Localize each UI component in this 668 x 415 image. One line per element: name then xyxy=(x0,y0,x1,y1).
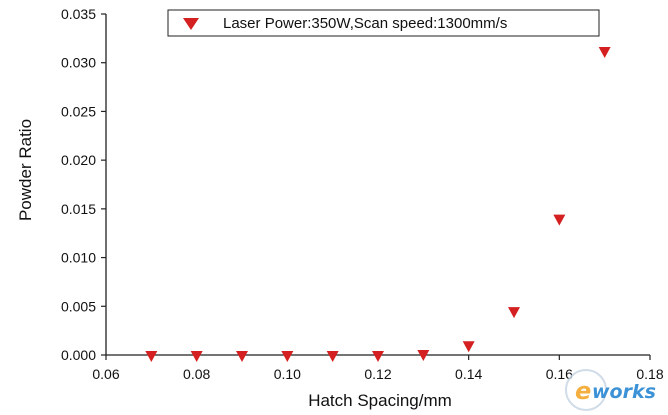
data-point xyxy=(145,351,158,362)
data-point xyxy=(190,351,203,362)
y-tick-label: 0.005 xyxy=(61,298,96,314)
y-tick-label: 0.025 xyxy=(61,103,96,119)
legend-box xyxy=(167,9,600,37)
x-tick-label: 0.14 xyxy=(455,366,482,382)
data-point xyxy=(417,350,430,362)
data-point xyxy=(553,214,566,226)
data-point xyxy=(508,307,520,319)
x-tick-label: 0.18 xyxy=(636,366,663,382)
ticks: 0.06 0.08 0.10 0.12 0.14 0.16 0.18 0.000 0.005 0.… xyxy=(61,6,664,382)
y-tick-label: 0.010 xyxy=(61,250,96,266)
x-tick-label: 0.06 xyxy=(92,366,119,382)
data-point xyxy=(236,351,248,362)
watermark-logo: e works xyxy=(565,369,656,411)
y-tick-label: 0.020 xyxy=(61,152,96,168)
y-tick-label: 0.015 xyxy=(61,201,96,217)
y-axis-title: Powder Ratio xyxy=(16,119,35,221)
data-point xyxy=(462,341,475,353)
legend: Laser Power:350W,Scan speed:1300mm/s xyxy=(167,9,600,37)
x-axis-title: Hatch Spacing/mm xyxy=(308,391,452,410)
watermark-ring xyxy=(565,369,607,411)
watermark-works: works xyxy=(592,381,656,403)
data-points xyxy=(145,47,611,362)
y-tick-label: 0.000 xyxy=(61,347,96,363)
y-tick-label: 0.030 xyxy=(61,55,96,71)
data-point xyxy=(598,47,611,59)
x-tick-label: 0.16 xyxy=(546,366,573,382)
data-point xyxy=(326,351,339,362)
data-point xyxy=(281,351,294,362)
data-point xyxy=(372,351,384,362)
x-tick-label: 0.12 xyxy=(364,366,391,382)
legend-label: Laser Power:350W,Scan speed:1300mm/s xyxy=(223,15,507,32)
x-tick-label: 0.10 xyxy=(274,366,301,382)
legend-marker xyxy=(183,18,199,30)
x-tick-label: 0.08 xyxy=(183,366,210,382)
y-tick-label: 0.035 xyxy=(61,6,96,22)
watermark-e: e xyxy=(575,377,591,405)
